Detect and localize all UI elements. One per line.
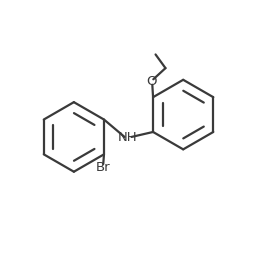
Text: Br: Br xyxy=(95,162,110,174)
Text: O: O xyxy=(147,75,157,88)
Text: NH: NH xyxy=(118,131,138,144)
